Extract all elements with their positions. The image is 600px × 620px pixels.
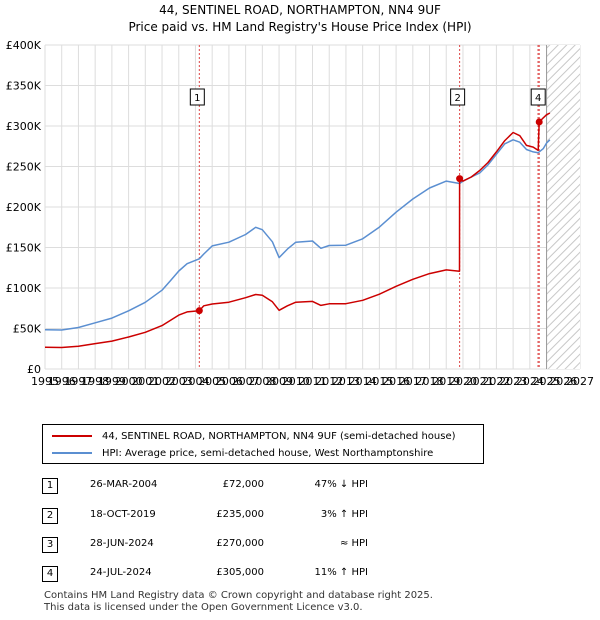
sale-number-badge: 4 xyxy=(42,566,58,582)
x-tick-label: 2018 xyxy=(416,375,444,388)
legend-item-hpi: HPI: Average price, semi-detached house,… xyxy=(43,445,433,461)
sale-price: £270,000 xyxy=(216,538,264,549)
x-tick-label: 2012 xyxy=(315,375,343,388)
x-tick-label: 1995 xyxy=(31,375,59,388)
x-tick-label: 2002 xyxy=(148,375,176,388)
sale-row: 1 26-MAR-2004 £72,000 47% ↓ HPI xyxy=(42,478,442,494)
x-tick-label: 2026 xyxy=(549,375,577,388)
x-tick-label: 2020 xyxy=(449,375,477,388)
sale-date: 24-JUL-2024 xyxy=(90,567,152,578)
y-tick-label: £150K xyxy=(6,242,42,255)
x-tick-label: 2016 xyxy=(382,375,410,388)
sale-number-badge: 1 xyxy=(42,478,58,494)
y-tick-label: £200K xyxy=(6,201,42,214)
x-tick-label: 2004 xyxy=(181,375,209,388)
y-tick-label: £350K xyxy=(6,80,42,93)
x-tick-label: 2008 xyxy=(248,375,276,388)
sale-hpi-comparison: 11% ↑ HPI xyxy=(314,567,368,578)
sale-row: 3 28-JUN-2024 £270,000 ≈ HPI xyxy=(42,537,442,553)
x-tick-label: 2010 xyxy=(282,375,310,388)
sale-number-badge: 3 xyxy=(42,537,58,553)
x-tick-label: 2005 xyxy=(198,375,226,388)
legend-property-label: 44, SENTINEL ROAD, NORTHAMPTON, NN4 9UF … xyxy=(102,430,456,442)
y-tick-label: £300K xyxy=(6,120,42,133)
sale-date: 28-JUN-2024 xyxy=(90,538,154,549)
x-tick-label: 2013 xyxy=(332,375,360,388)
price-chart: 1 2 4 £0 £50K £100K £150K £200K £250K £300K £350K… xyxy=(6,39,594,388)
chart-subtitle: Price paid vs. HM Land Registry's House … xyxy=(128,20,472,34)
sale-label-number: 4 xyxy=(535,93,541,104)
sale-price: £235,000 xyxy=(216,509,264,520)
x-tick-label: 2009 xyxy=(265,375,293,388)
x-tick-label: 2003 xyxy=(165,375,193,388)
x-tick-label: 2024 xyxy=(516,375,544,388)
x-tick-label: 1999 xyxy=(98,375,126,388)
hpi-series-line xyxy=(44,139,551,331)
legend-item-property: 44, SENTINEL ROAD, NORTHAMPTON, NN4 9UF … xyxy=(43,428,456,444)
x-tick-label: 2023 xyxy=(499,375,527,388)
sale-price: £305,000 xyxy=(216,567,264,578)
legend-property-swatch xyxy=(52,435,92,437)
legend-hpi-swatch xyxy=(52,452,92,454)
sale-hpi-comparison: 47% ↓ HPI xyxy=(314,479,368,490)
x-tick-label: 1997 xyxy=(64,375,92,388)
footer-licence: This data is licensed under the Open Gov… xyxy=(44,602,363,613)
y-tick-label: £0 xyxy=(27,363,41,376)
x-tick-label: 2006 xyxy=(215,375,243,388)
x-tick-label: 2017 xyxy=(399,375,427,388)
x-tick-label: 2015 xyxy=(365,375,393,388)
x-tick-label: 2014 xyxy=(349,375,377,388)
legend: 44, SENTINEL ROAD, NORTHAMPTON, NN4 9UF … xyxy=(42,424,484,464)
sale-number-badge: 2 xyxy=(42,508,58,524)
sale-label-number: 2 xyxy=(454,93,460,104)
sale-label-box xyxy=(189,88,205,106)
x-tick-label: 2001 xyxy=(131,375,159,388)
sale-date: 18-OCT-2019 xyxy=(90,509,156,520)
chart-title: 44, SENTINEL ROAD, NORTHAMPTON, NN4 9UF xyxy=(159,3,441,17)
property-series-line xyxy=(44,112,551,349)
x-tick-label: 1996 xyxy=(48,375,76,388)
x-tick-label: 2000 xyxy=(115,375,143,388)
x-tick-label: 2019 xyxy=(432,375,460,388)
sale-hpi-comparison: ≈ HPI xyxy=(339,538,368,549)
sale-hpi-comparison: 3% ↑ HPI xyxy=(320,509,368,520)
y-tick-label: £100K xyxy=(6,282,42,295)
sale-label-number: 1 xyxy=(194,93,200,104)
sale-row: 2 18-OCT-2019 £235,000 3% ↑ HPI xyxy=(42,508,442,524)
sale-point xyxy=(456,175,464,183)
sale-point xyxy=(535,118,543,126)
sale-label-box xyxy=(530,88,546,106)
footer-copyright: Contains HM Land Registry data © Crown c… xyxy=(44,590,433,601)
x-tick-label: 2022 xyxy=(482,375,510,388)
forecast-region xyxy=(546,45,580,369)
x-tick-label: 2021 xyxy=(466,375,494,388)
x-tick-label: 1998 xyxy=(81,375,109,388)
sale-point xyxy=(195,307,203,315)
sale-date: 26-MAR-2004 xyxy=(90,479,158,490)
legend-hpi-label: HPI: Average price, semi-detached house,… xyxy=(102,447,434,459)
y-tick-label: £50K xyxy=(13,323,42,336)
y-tick-label: £400K xyxy=(6,39,42,52)
x-tick-label: 2007 xyxy=(232,375,260,388)
x-tick-label: 2025 xyxy=(533,375,561,388)
sale-price: £72,000 xyxy=(222,479,264,490)
x-tick-label: 2011 xyxy=(299,375,327,388)
sale-label-box xyxy=(450,88,466,106)
y-tick-label: £250K xyxy=(6,161,42,174)
sale-row: 4 24-JUL-2024 £305,000 11% ↑ HPI xyxy=(42,566,442,582)
x-tick-label: 2027 xyxy=(566,375,594,388)
